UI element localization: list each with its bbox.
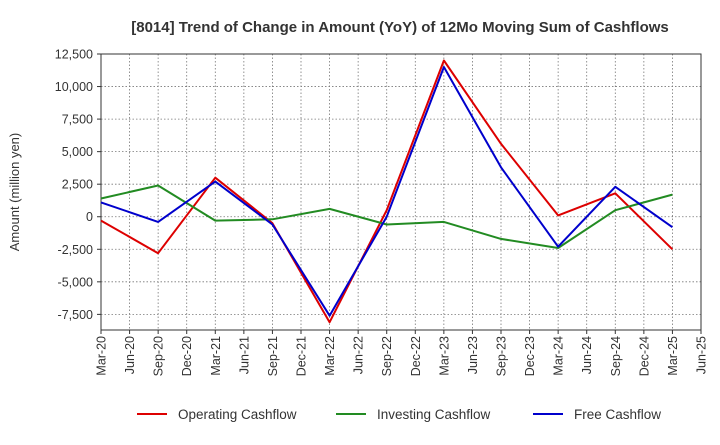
- y-tick-label: 5,000: [62, 145, 93, 159]
- x-tick-label: Jun-23: [466, 336, 480, 374]
- legend-label-operating-cashflow: Operating Cashflow: [178, 407, 297, 422]
- chart-title: [8014] Trend of Change in Amount (YoY) o…: [131, 19, 669, 36]
- legend-label-free-cashflow: Free Cashflow: [574, 407, 661, 422]
- plot-area: [100, 53, 702, 331]
- x-tick-label: Mar-23: [437, 336, 451, 376]
- x-tick-label: Sep-20: [152, 336, 166, 376]
- y-tick-label: 10,000: [55, 80, 93, 94]
- investing-cashflow-line: [100, 184, 673, 249]
- y-tick-label: 0: [86, 210, 93, 224]
- gridlines: [101, 54, 701, 330]
- x-tick-label: Dec-23: [523, 336, 537, 376]
- x-tick-label: Dec-20: [180, 336, 194, 376]
- x-tick-label: Jun-21: [237, 336, 251, 374]
- x-tick-label: Sep-24: [609, 336, 623, 376]
- free-cashflow-line: [100, 66, 673, 317]
- x-tick-label: Jun-22: [352, 336, 366, 374]
- y-axis-ticks: 12,500 10,000 7,500 5,000 2,500 0 -2,500 -5,000…: [55, 48, 101, 322]
- operating-cashflow-line: [100, 59, 674, 324]
- x-tick-label: Mar-21: [209, 336, 223, 376]
- y-tick-label: -5,000: [58, 275, 93, 289]
- x-tick-label: Sep-22: [380, 336, 394, 376]
- y-tick-label: 12,500: [55, 48, 93, 62]
- x-tick-label: Dec-22: [409, 336, 423, 376]
- y-axis-label: Amount (million yen): [7, 133, 22, 252]
- legend-label-investing-cashflow: Investing Cashflow: [377, 407, 491, 422]
- x-tick-label: Sep-21: [266, 336, 280, 376]
- x-tick-label: Jun-20: [123, 336, 137, 374]
- x-tick-label: Mar-25: [666, 336, 680, 376]
- y-tick-label: -7,500: [58, 308, 93, 322]
- x-tick-label: Jun-25: [695, 336, 709, 374]
- x-tick-label: Mar-24: [552, 336, 566, 376]
- y-tick-label: 2,500: [62, 178, 93, 192]
- x-tick-label: Jun-24: [580, 336, 594, 374]
- series-lines: [100, 59, 674, 324]
- x-tick-label: Sep-23: [495, 336, 509, 376]
- x-tick-label: Mar-20: [95, 336, 109, 376]
- y-tick-label: 7,500: [62, 113, 93, 127]
- x-tick-label: Dec-24: [637, 336, 651, 376]
- legend: Operating Cashflow Investing Cashflow Free…: [137, 407, 661, 422]
- x-axis-ticks: Mar-20 Jun-20 Sep-20 Dec-20 Mar-21 Jun-21 Sep-…: [95, 330, 709, 376]
- y-tick-label: -2,500: [58, 243, 93, 257]
- x-tick-label: Mar-22: [323, 336, 337, 376]
- x-tick-label: Dec-21: [295, 336, 309, 376]
